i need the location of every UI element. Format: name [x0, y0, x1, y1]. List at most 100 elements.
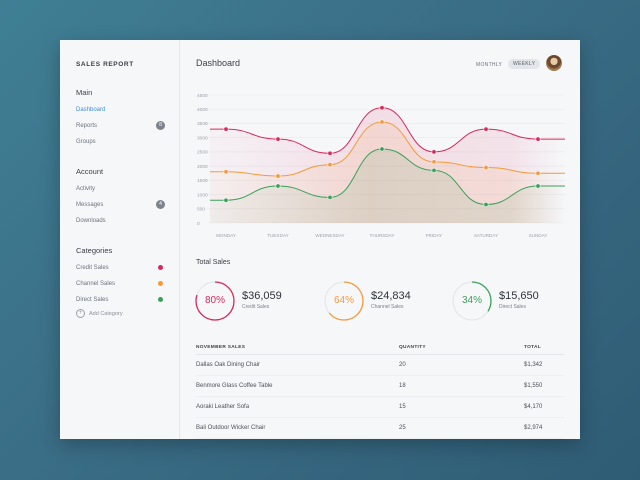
sidebar-item-credit-sales[interactable]: Credit Sales	[76, 263, 179, 279]
table-row[interactable]: Benmore Glass Coffee Table 18 $1,550	[196, 376, 564, 397]
cell-total: $1,342	[524, 362, 543, 368]
stat-percent: 80%	[204, 295, 225, 306]
y-tick-label: 1000	[197, 192, 208, 198]
y-tick-label: 0	[197, 221, 200, 227]
data-point	[535, 170, 541, 176]
total-sales-title: Total Sales	[196, 259, 231, 266]
data-point	[379, 119, 385, 125]
table-header: NOVEMBER SALES QUANTITY TOTAL	[196, 340, 564, 355]
y-tick-label: 3500	[197, 121, 208, 127]
count-badge: 4	[156, 200, 165, 209]
add-category-label: Add Category	[89, 310, 123, 317]
add-category-button[interactable]: + Add Category	[76, 309, 179, 318]
y-tick-label: 1500	[197, 178, 208, 184]
sidebar-section-categories: Categories Credit Sales Channel Sales Di…	[76, 246, 179, 318]
stat-amount: $24,834	[371, 290, 411, 302]
cell-product: Benmore Glass Coffee Table	[196, 383, 273, 389]
cell-quantity: 18	[399, 383, 406, 389]
progress-ring	[195, 281, 235, 321]
sidebar-item-reports[interactable]: Reports 8	[76, 121, 179, 137]
period-monthly-toggle[interactable]: MONTHLY	[476, 62, 503, 68]
stat-amount: $15,650	[499, 290, 539, 302]
stat-label: Credit Sales	[242, 304, 270, 310]
count-badge: 8	[156, 121, 165, 130]
data-point	[275, 183, 281, 189]
sidebar-item-label: Downloads	[76, 218, 106, 224]
progress-ring	[324, 281, 364, 321]
table-row[interactable]: Bali Outdoor Wicker Chair 25 $2,974	[196, 418, 564, 439]
stat-label: Channel Sales	[371, 304, 404, 310]
sidebar-item-groups[interactable]: Groups	[76, 137, 179, 153]
period-weekly-toggle[interactable]: WEEKLY	[508, 59, 541, 69]
column-header: NOVEMBER SALES	[196, 344, 246, 350]
data-point	[327, 162, 333, 168]
avatar[interactable]	[546, 55, 562, 71]
data-point	[327, 150, 333, 156]
data-point	[223, 126, 229, 132]
progress-ring	[452, 281, 492, 321]
data-point	[535, 136, 541, 142]
stat-percent: 34%	[461, 295, 482, 306]
cell-total: $2,974	[524, 425, 543, 431]
data-point	[379, 146, 385, 152]
table-row[interactable]: Aoraki Leather Sofa 15 $4,170	[196, 397, 564, 418]
section-title: Main	[76, 88, 93, 97]
sidebar-section-main: Main Dashboard Reports 8 Groups	[76, 88, 179, 153]
stat-label: Direct Sales	[499, 304, 526, 310]
stat-channel-sales: 64% $24,834 Channel Sales	[323, 280, 453, 324]
cell-quantity: 15	[399, 404, 406, 410]
sidebar-section-account: Account Activity Messages 4 Downloads	[76, 167, 179, 232]
stat-credit-sales: 80% $36,059 Credit Sales	[194, 280, 324, 324]
column-header: QUANTITY	[399, 344, 426, 350]
data-point	[431, 159, 437, 165]
cell-total: $1,550	[524, 383, 543, 389]
section-title: Account	[76, 167, 104, 176]
data-point	[483, 165, 489, 171]
x-tick-label: WEDNESDAY	[315, 233, 344, 238]
section-title: Categories	[76, 246, 113, 255]
category-color-dot	[158, 265, 163, 270]
sidebar-item-label: Credit Sales	[76, 265, 109, 271]
x-tick-label: SUNDAY	[529, 233, 548, 238]
data-point	[275, 173, 281, 179]
stat-amount: $36,059	[242, 290, 282, 302]
column-header: TOTAL	[524, 344, 542, 350]
ring-progress	[195, 281, 235, 321]
sidebar-item-activity[interactable]: Activity	[76, 184, 179, 200]
sidebar: SALES REPORT Main Dashboard Reports 8 Gro…	[60, 40, 180, 439]
data-point	[379, 105, 385, 111]
data-point	[327, 194, 333, 200]
main-content: Dashboard MONTHLY WEEKLY 0 500 1000 1500 200…	[180, 40, 580, 439]
cell-quantity: 25	[399, 425, 406, 431]
x-tick-label: SATURDAY	[474, 233, 498, 238]
data-point	[431, 149, 437, 155]
data-point	[483, 202, 489, 208]
ring-progress	[452, 281, 492, 321]
sidebar-item-label: Direct Sales	[76, 297, 109, 303]
series-area	[210, 149, 565, 223]
sidebar-item-downloads[interactable]: Downloads	[76, 216, 179, 232]
y-tick-label: 3000	[197, 135, 208, 141]
app-title: SALES REPORT	[76, 61, 134, 68]
plus-icon: +	[76, 309, 85, 318]
sidebar-item-channel-sales[interactable]: Channel Sales	[76, 279, 179, 295]
x-tick-label: THURSDAY	[370, 233, 395, 238]
data-point	[431, 167, 437, 173]
category-color-dot	[158, 281, 163, 286]
sidebar-item-dashboard[interactable]: Dashboard	[76, 105, 179, 121]
stat-percent: 64%	[333, 295, 354, 306]
table-row[interactable]: Dallas Oak Dining Chair 20 $1,342	[196, 355, 564, 376]
sales-line-chart: 0 500 1000 1500 2000 2500 3000 3500 4000 4500 MOND…	[197, 93, 565, 238]
sales-table: NOVEMBER SALES QUANTITY TOTAL Dallas Oak…	[196, 340, 564, 439]
y-tick-label: 4500	[197, 93, 208, 99]
sidebar-item-label: Messages	[76, 202, 104, 208]
y-tick-label: 2000	[197, 164, 208, 170]
sidebar-item-label: Activity	[76, 186, 96, 192]
ring-progress	[324, 281, 364, 321]
cell-product: Bali Outdoor Wicker Chair	[196, 425, 266, 431]
sidebar-item-label: Reports	[76, 123, 98, 129]
sidebar-item-direct-sales[interactable]: Direct Sales	[76, 295, 179, 311]
sidebar-item-label: Channel Sales	[76, 281, 116, 287]
x-tick-label: TUESDAY	[267, 233, 288, 238]
sidebar-item-messages[interactable]: Messages 4	[76, 200, 179, 216]
